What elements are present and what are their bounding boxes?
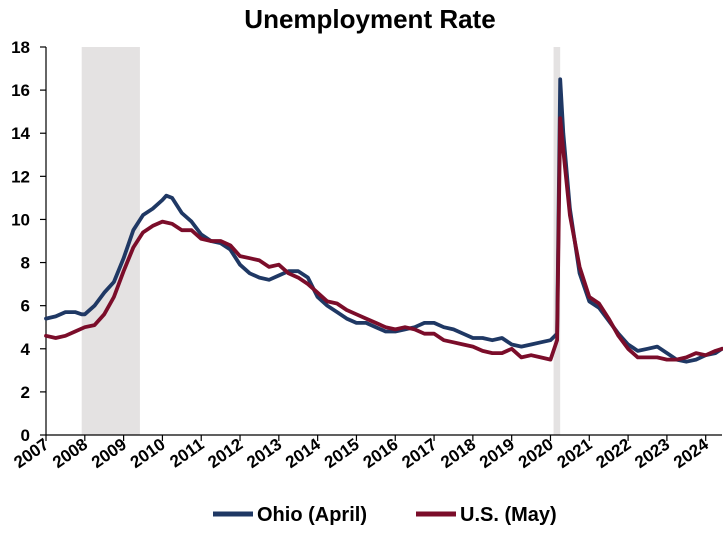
legend-label: Ohio (April) [257, 504, 367, 526]
recession-bands [81, 47, 561, 435]
chart-title: Unemployment Rate [244, 4, 495, 34]
y-tick-label: 4 [21, 340, 31, 359]
legend: Ohio (April) U.S. (May) [213, 504, 557, 526]
legend-label: U.S. (May) [460, 504, 557, 526]
y-tick-label: 16 [11, 81, 30, 100]
y-tick-label: 18 [11, 38, 30, 57]
y-tick-label: 14 [11, 124, 30, 143]
series-line-ohio [44, 77, 723, 364]
series-lines [44, 77, 723, 364]
y-tick-label: 0 [21, 426, 30, 445]
y-tick-label: 6 [21, 297, 30, 316]
y-tick-label: 2 [21, 383, 30, 402]
y-tick-label: 12 [11, 167, 30, 186]
y-tick-label: 8 [21, 254, 30, 273]
series-line-us [44, 116, 723, 362]
y-tick-label: 10 [11, 210, 30, 229]
